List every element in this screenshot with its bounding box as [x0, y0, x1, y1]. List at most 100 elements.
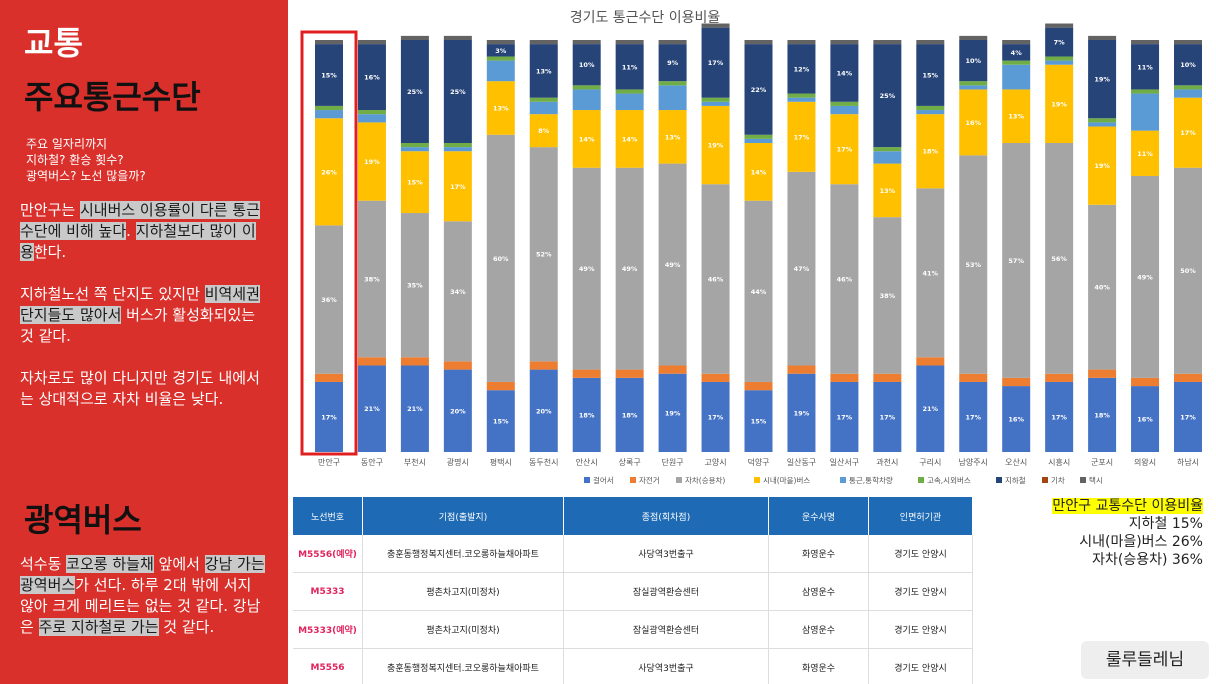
paragraph: 지하철노선 쪽 단지도 있지만 비역세권 단지들도 많아서 버스가 활성화되있는… — [20, 284, 265, 347]
bar-segment — [572, 167, 601, 370]
x-tick-label: 만안구 — [318, 457, 340, 467]
x-tick-label: 단원구 — [662, 457, 684, 467]
value-label: 10% — [965, 57, 981, 65]
user-button[interactable]: 룰루들레님 — [1081, 641, 1209, 679]
bar-segment — [787, 93, 816, 98]
table-cell: 경기도 안양시 — [868, 610, 973, 649]
x-tick-label: 안산시 — [576, 457, 598, 467]
value-label: 20% — [450, 407, 466, 415]
x-tick-label: 고양시 — [705, 458, 727, 467]
table-cell: 잠실광역환승센터 — [563, 610, 769, 649]
bar-segment — [1002, 386, 1031, 452]
value-label: 15% — [407, 179, 423, 187]
value-label: 17% — [708, 59, 724, 67]
text: 앞에서 — [153, 555, 205, 573]
bar-segment — [658, 365, 687, 374]
value-label: 53% — [965, 261, 981, 269]
text: 버스가 활성화되있는 것 같다. — [20, 306, 256, 345]
bar-segment — [529, 44, 558, 98]
table-cell: 평촌차고지(미정차) — [362, 572, 564, 611]
bar-segment — [443, 369, 472, 452]
x-tick-label: 남양주시 — [959, 458, 988, 467]
legend-swatch — [1080, 477, 1086, 483]
bar-segment — [529, 97, 558, 102]
bar-segment — [830, 381, 859, 452]
bar-segment — [529, 361, 558, 370]
bar-segment — [357, 110, 386, 115]
route-table: 노선번호 기점(출발지) 종점(회차점) 운수사명 인면허기관 M5556(예약) 충훈동행… — [293, 497, 973, 684]
bar-segment — [572, 377, 601, 452]
bar-segment — [1045, 64, 1074, 143]
value-label: 13% — [665, 133, 681, 141]
bar-segment — [357, 357, 386, 366]
legend-swatch — [754, 477, 760, 483]
value-label: 56% — [1051, 255, 1067, 263]
value-label: 17% — [880, 413, 896, 421]
value-label: 17% — [1051, 413, 1067, 421]
bar-segment — [315, 40, 343, 45]
table-row: M5556 충훈동행정복지센터.코오롱하늘채아파트 사당역3번출구 화영운수 경기도 안… — [293, 648, 973, 684]
section-title: 광역버스 — [24, 501, 142, 539]
table-cell: 평촌차고지(미정차) — [362, 610, 564, 649]
bar-segment — [486, 40, 515, 45]
bar-segment — [1088, 126, 1117, 205]
x-tick-label: 오산시 — [1005, 457, 1027, 467]
chart-title: 경기도 통근수단 이용비율 — [570, 10, 721, 26]
value-label: 18% — [579, 411, 595, 419]
bar-segment — [787, 365, 816, 374]
questions: 주요 일자리까지 지하철? 환승 횟수? 광역버스? 노선 많을까? — [26, 136, 146, 184]
value-label: 25% — [450, 88, 466, 96]
value-label: 17% — [1180, 413, 1196, 421]
value-label: 14% — [837, 69, 853, 77]
value-label: 9% — [667, 59, 679, 67]
bar-segment — [615, 40, 644, 45]
value-label: 10% — [1180, 61, 1196, 69]
bar-segment — [787, 44, 816, 94]
value-label: 21% — [364, 405, 380, 413]
bar-segment — [572, 85, 601, 90]
bar-segment — [1174, 85, 1202, 90]
bar-segment — [572, 44, 601, 86]
value-label: 19% — [665, 409, 681, 417]
value-label: 17% — [965, 413, 981, 421]
value-label: 19% — [364, 158, 380, 166]
bar-segment — [1045, 56, 1074, 61]
question: 주요 일자리까지 — [26, 137, 108, 151]
value-label: 13% — [536, 67, 552, 75]
bar-segment — [1131, 377, 1160, 387]
legend-swatch — [996, 477, 1002, 483]
legend-swatch — [840, 477, 846, 483]
bar-segment — [787, 101, 816, 172]
bar-segment — [744, 44, 773, 135]
bar-segment — [1174, 40, 1202, 45]
bar-segment — [486, 134, 515, 382]
value-label: 11% — [1137, 63, 1153, 71]
value-label: 18% — [1094, 411, 1110, 419]
table-header: 기점(출발지) — [362, 497, 564, 535]
value-label: 17% — [837, 146, 853, 154]
x-tick-label: 구리시 — [919, 458, 941, 467]
bar-segment — [572, 110, 601, 168]
bar-segment — [916, 105, 945, 111]
bar-segment — [1002, 89, 1031, 143]
bar-segment — [315, 225, 343, 374]
bar-segment — [1131, 130, 1160, 176]
table-cell: 잠실광역환승센터 — [563, 572, 769, 611]
bar-segment — [357, 200, 386, 358]
bar-segment — [959, 81, 988, 86]
bar-segment — [701, 27, 730, 98]
bar-segment — [873, 163, 902, 218]
table-row: M5333(예약) 평촌차고지(미정차) 잠실광역환승센터 삼영운수 경기도 안양시 — [293, 610, 973, 649]
bar-segment — [701, 23, 730, 28]
table-row: M5556(예약) 충훈동행정복지센터.코오롱하늘채아파트 사당역3번출구 화영운수 경… — [293, 535, 973, 573]
bar-segment — [701, 381, 730, 452]
bar-segment — [400, 213, 429, 358]
bar-segment — [873, 151, 902, 164]
bar-segment — [873, 147, 902, 152]
bar-segment — [873, 381, 902, 452]
legend-label: 시내(마을)버스 — [763, 475, 810, 485]
bar-segment — [658, 81, 687, 86]
value-label: 10% — [579, 61, 595, 69]
bar-segment — [959, 381, 988, 452]
